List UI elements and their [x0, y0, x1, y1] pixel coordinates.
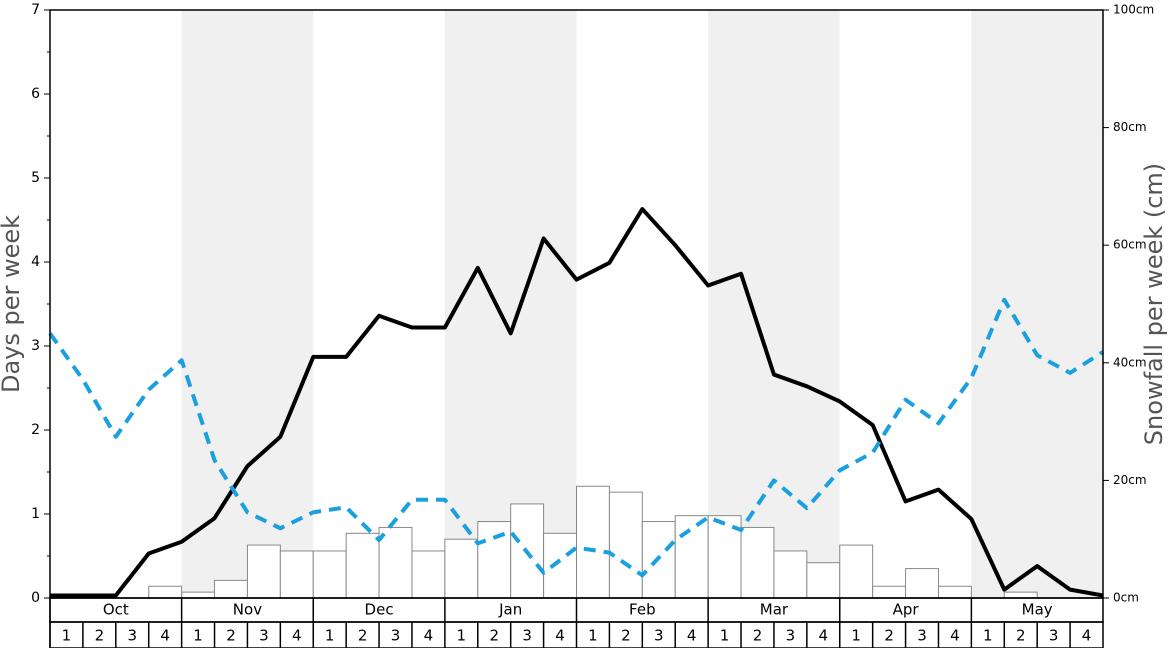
y-tick-label: 2 [31, 422, 40, 438]
y2-tick-label: 20cm [1113, 473, 1147, 487]
x-tick-label: 1 [851, 627, 861, 645]
x-tick-label: 3 [259, 627, 269, 645]
bar [608, 491, 643, 599]
y-tick-label: 0 [31, 590, 40, 606]
month-label: Jan [498, 601, 522, 619]
x-tick-label: 3 [786, 627, 796, 645]
y-axis-label: Days per week [0, 215, 25, 393]
x-tick-label: 3 [917, 627, 927, 645]
x-tick-label: 2 [884, 627, 894, 645]
bar [345, 532, 380, 599]
x-tick-label: 1 [983, 627, 993, 645]
x-tick-label: 1 [62, 627, 72, 645]
month-label: Dec [365, 601, 394, 619]
y2-tick-label: 80cm [1113, 120, 1147, 134]
y-tick-label: 3 [31, 338, 40, 354]
bar [872, 585, 907, 599]
bar [148, 585, 183, 599]
y2-tick-label: 40cm [1113, 355, 1147, 369]
x-tick-label: 3 [1049, 627, 1059, 645]
x-tick-label: 2 [95, 627, 105, 645]
bar [444, 538, 479, 599]
bar [674, 515, 709, 599]
x-tick-label: 4 [950, 627, 960, 645]
x-tick-label: 1 [720, 627, 730, 645]
month-band [971, 10, 1103, 598]
month-label: May [1022, 601, 1053, 619]
y-tick-label: 7 [31, 2, 40, 18]
month-band [181, 10, 314, 598]
y-tick-label: 5 [31, 170, 40, 186]
x-tick-label: 2 [1016, 627, 1026, 645]
bar [543, 532, 577, 599]
x-tick-label: 1 [588, 627, 598, 645]
line-series [48, 297, 1105, 578]
x-tick-label: 4 [687, 627, 697, 645]
bar [477, 521, 512, 599]
y-tick-label: 4 [31, 254, 40, 270]
bar [773, 550, 808, 599]
bar [279, 550, 314, 599]
y2-tick-label: 60cm [1113, 238, 1147, 252]
bar [905, 568, 939, 599]
x-tick-label: 4 [160, 627, 170, 645]
month-label: Nov [233, 601, 262, 619]
bar [839, 544, 874, 599]
y2-axis-label: Snowfall per week (cm) [1140, 163, 1168, 445]
y2-tick-label: 0cm [1113, 591, 1139, 605]
month-band [708, 10, 840, 598]
x-tick-label: 2 [226, 627, 236, 645]
x-tick-label: 2 [753, 627, 763, 645]
x-tick-label: 1 [457, 627, 467, 645]
x-tick-label: 3 [127, 627, 137, 645]
bar [1003, 591, 1038, 599]
y2-tick-label: 100cm [1113, 3, 1154, 17]
x-tick-label: 2 [489, 627, 499, 645]
x-tick-label: 4 [424, 627, 434, 645]
line-series [50, 207, 1104, 598]
x-tick-label: 4 [292, 627, 302, 645]
x-tick-label: 3 [522, 627, 532, 645]
bar [576, 485, 610, 599]
bar [181, 591, 216, 599]
x-tick-label: 1 [193, 627, 203, 645]
y-tick-label: 1 [31, 506, 40, 522]
x-tick-label: 2 [621, 627, 631, 645]
bar [378, 526, 413, 599]
bar [806, 562, 841, 599]
y-tick-label: 6 [31, 86, 40, 102]
x-tick-label: 4 [819, 627, 829, 645]
x-tick-label: 1 [325, 627, 335, 645]
bar [740, 526, 775, 599]
x-tick-label: 3 [391, 627, 401, 645]
bar [312, 550, 347, 599]
bar [246, 544, 281, 599]
bar [937, 585, 972, 599]
bar [411, 550, 446, 599]
month-band [444, 10, 577, 598]
x-tick-label: 3 [654, 627, 664, 645]
month-label: Mar [760, 601, 789, 619]
x-tick-label: 2 [358, 627, 368, 645]
month-label: Apr [893, 601, 920, 619]
x-tick-label: 4 [555, 627, 565, 645]
x-tick-label: 4 [1082, 627, 1092, 645]
month-label: Oct [103, 601, 129, 619]
bar [214, 579, 248, 599]
month-label: Feb [629, 601, 656, 619]
